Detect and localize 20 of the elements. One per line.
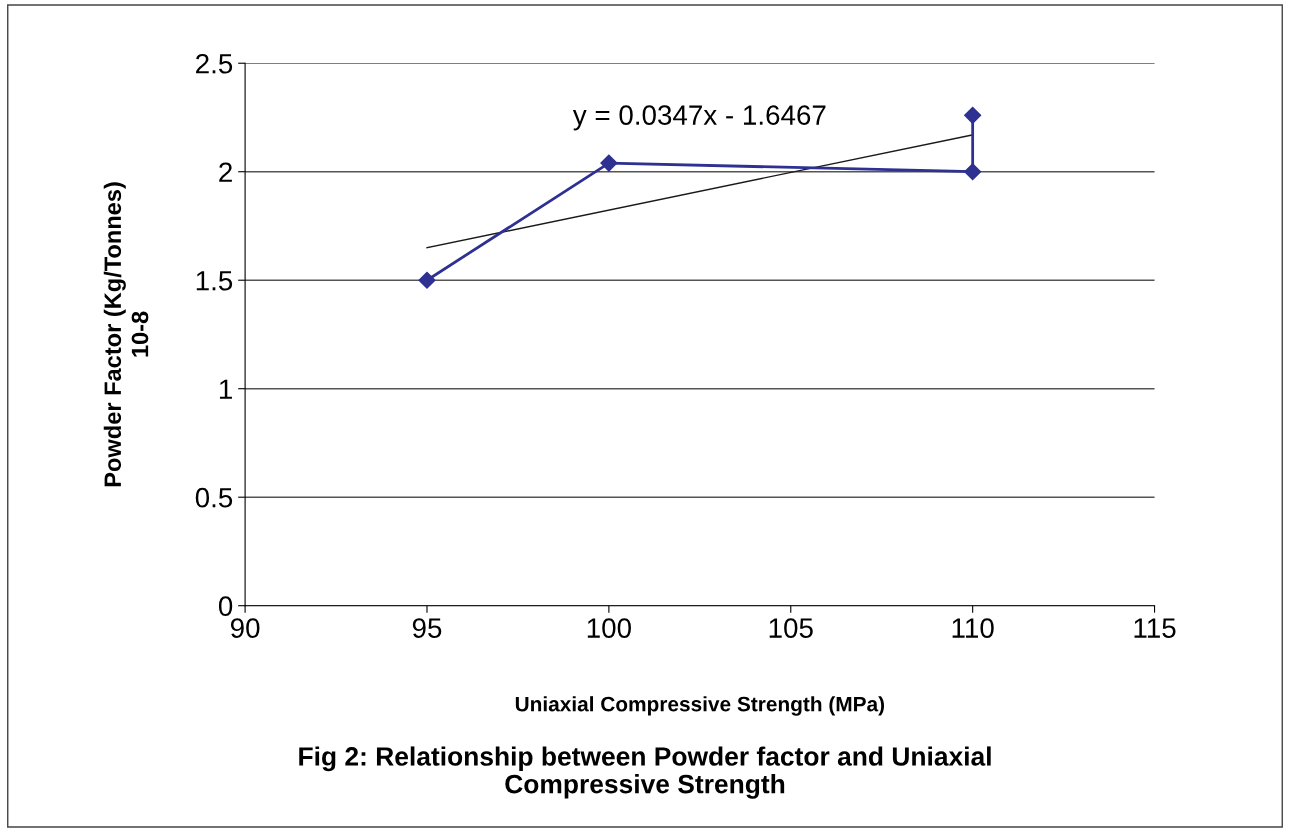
y-tick-label: 1.5 bbox=[196, 271, 233, 291]
y-tick-label: 0.5 bbox=[195, 487, 233, 508]
x-tick-label: 110 bbox=[952, 618, 994, 638]
x-tick-label: 100 bbox=[587, 618, 631, 638]
x-tick-label: 105 bbox=[769, 618, 813, 638]
annotation: y = 0.0347x - 1.6467 bbox=[572, 105, 826, 131]
y-tick-label: 2.5 bbox=[196, 53, 233, 74]
point bbox=[964, 163, 982, 181]
x-tick-label: 90 bbox=[230, 618, 260, 638]
point bbox=[418, 271, 436, 289]
text: Fig 2: Relationship between Powder factor and Uniaxial Compressive Strength bbox=[299, 746, 991, 799]
y-axis-title: Powder Factor (Kg/Tonnes) 10-8 bbox=[103, 182, 149, 487]
y-tick-label: 0 bbox=[218, 596, 233, 617]
x-tick-label: 95 bbox=[412, 618, 442, 638]
x-axis-title: Uniaxial Compressive Strength (MPa) bbox=[515, 696, 885, 716]
x-tick-label: 115 bbox=[1134, 618, 1176, 638]
point bbox=[600, 154, 618, 172]
point bbox=[964, 106, 982, 124]
y-tick-label: 2 bbox=[219, 162, 232, 182]
y-tick-label: 1 bbox=[219, 379, 232, 399]
